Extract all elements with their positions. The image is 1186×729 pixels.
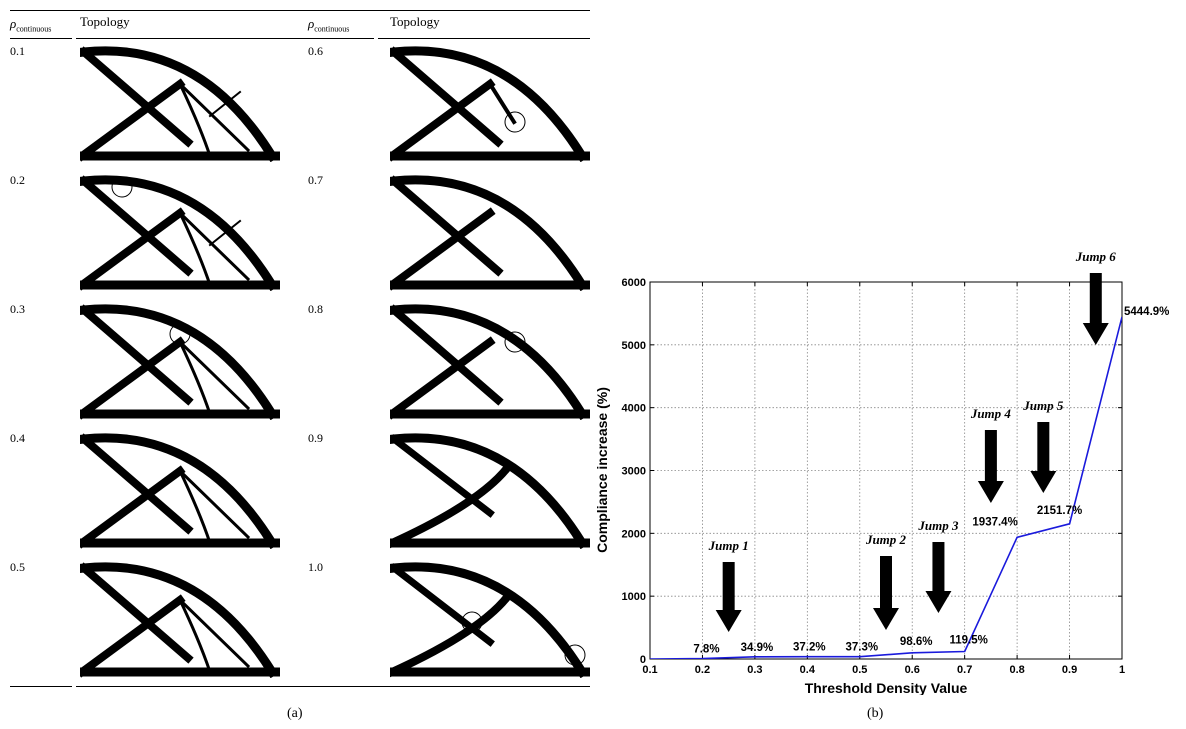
topology-cell bbox=[76, 304, 281, 421]
data-label: 1937.4% bbox=[972, 516, 1017, 528]
header-rule-right-short bbox=[298, 38, 374, 39]
topology-figure bbox=[386, 304, 591, 421]
jump-label: Jump 4 bbox=[970, 406, 1012, 421]
y-tick-label: 2000 bbox=[622, 528, 646, 540]
topology-figure bbox=[386, 175, 591, 292]
topology-cell bbox=[76, 46, 281, 163]
y-tick-label: 5000 bbox=[622, 340, 646, 352]
rho-value: 0.2 bbox=[10, 173, 25, 187]
compliance-line bbox=[650, 316, 1122, 659]
header-rule-left-short bbox=[10, 38, 72, 39]
caption-a: (a) bbox=[287, 706, 303, 721]
topology-figure bbox=[76, 562, 281, 679]
rho-value: 0.4 bbox=[10, 431, 25, 445]
data-label: 34.9% bbox=[741, 642, 774, 654]
rho-header-right: ρcontinuous bbox=[308, 16, 350, 34]
x-tick-label: 0.4 bbox=[800, 664, 816, 676]
compliance-chart: 0.1 0.2 0.3 0.4 0.5 0.6 0.7 0.8 0.9 1 0 1000 2000 300… bbox=[590, 240, 1186, 695]
x-tick-label: 0.3 bbox=[747, 664, 762, 676]
rho-value: 0.3 bbox=[10, 302, 25, 316]
table-top-rule bbox=[10, 10, 590, 11]
highlight-circle bbox=[504, 331, 526, 353]
x-tick-label: 0.6 bbox=[905, 664, 920, 676]
highlight-circle bbox=[504, 111, 526, 133]
rho-value: 1.0 bbox=[308, 560, 323, 574]
topology-figure bbox=[76, 46, 281, 163]
topology-figure bbox=[76, 175, 281, 292]
topology-cell bbox=[76, 433, 281, 550]
caption-b: (b) bbox=[867, 706, 884, 721]
down-arrow-icon bbox=[715, 562, 742, 632]
highlight-circle bbox=[461, 611, 483, 633]
topology-cell bbox=[386, 46, 591, 163]
data-label: 37.2% bbox=[793, 642, 826, 654]
y-tick-label: 1000 bbox=[622, 591, 646, 603]
bottom-rule-left-short bbox=[10, 686, 72, 687]
rho-value: 0.6 bbox=[308, 44, 323, 58]
topology-figure bbox=[76, 433, 281, 550]
down-arrow-icon bbox=[977, 430, 1004, 503]
x-tick-label: 1 bbox=[1119, 664, 1125, 676]
jump-label: Jump 3 bbox=[917, 518, 959, 533]
data-label: 98.6% bbox=[900, 636, 933, 648]
topology-figure bbox=[386, 562, 591, 679]
topology-cell bbox=[76, 175, 281, 292]
topology-cell bbox=[386, 433, 591, 550]
bottom-rule-right bbox=[298, 686, 590, 687]
jump-label: Jump 5 bbox=[1022, 398, 1064, 413]
header-rule-right bbox=[378, 38, 590, 39]
y-tick-label: 3000 bbox=[622, 466, 646, 478]
y-tick-label: 6000 bbox=[622, 277, 646, 289]
data-label: 7.8% bbox=[693, 644, 719, 656]
data-label: 2151.7% bbox=[1037, 505, 1082, 517]
topology-cell bbox=[386, 562, 591, 679]
rho-value: 0.9 bbox=[308, 431, 323, 445]
topology-header-left: Topology bbox=[80, 14, 130, 29]
x-tick-label: 0.1 bbox=[642, 664, 657, 676]
jump-label: Jump 6 bbox=[1075, 249, 1117, 264]
x-tick-label: 0.9 bbox=[1062, 664, 1077, 676]
down-arrow-icon bbox=[1030, 422, 1057, 493]
y-tick-label: 4000 bbox=[622, 403, 646, 415]
jump-label: Jump 1 bbox=[708, 538, 749, 553]
topology-cell bbox=[76, 562, 281, 679]
x-tick-label: 0.8 bbox=[1009, 664, 1024, 676]
x-tick-label: 0.5 bbox=[852, 664, 867, 676]
topology-figure bbox=[386, 46, 591, 163]
data-label: 119.5% bbox=[949, 634, 987, 646]
topology-figure bbox=[76, 304, 281, 421]
y-tick-label: 0 bbox=[640, 654, 646, 666]
x-axis-title: Threshold Density Value bbox=[805, 680, 968, 695]
rho-value: 0.1 bbox=[10, 44, 25, 58]
down-arrow-icon bbox=[873, 556, 899, 630]
topology-cell bbox=[386, 304, 591, 421]
x-tick-label: 0.7 bbox=[957, 664, 972, 676]
data-label: 37.3% bbox=[845, 642, 878, 654]
rho-value: 0.5 bbox=[10, 560, 25, 574]
series-lines bbox=[650, 316, 1122, 659]
highlight-circle bbox=[169, 323, 191, 345]
rho-value: 0.7 bbox=[308, 173, 323, 187]
topology-figure bbox=[386, 433, 591, 550]
down-arrow-icon bbox=[1082, 273, 1109, 345]
header-rule-left bbox=[76, 38, 298, 39]
down-arrow-icon bbox=[925, 542, 952, 613]
data-labels: 7.8% 34.9% 37.2% 37.3% 98.6% 119.5% 1937.4% 215… bbox=[693, 306, 1169, 656]
topology-header-right: Topology bbox=[390, 14, 440, 29]
rho-header-left: ρcontinuous bbox=[10, 16, 52, 34]
bottom-rule-left bbox=[76, 686, 298, 687]
rho-value: 0.8 bbox=[308, 302, 323, 316]
axis-ticks: 0.1 0.2 0.3 0.4 0.5 0.6 0.7 0.8 0.9 1 0 1000 2000 300… bbox=[622, 277, 1126, 676]
y-axis-title: Compliance increase (%) bbox=[594, 387, 610, 553]
chart-canvas: 0.1 0.2 0.3 0.4 0.5 0.6 0.7 0.8 0.9 1 0 1000 2000 300… bbox=[594, 249, 1169, 695]
topology-table: ρcontinuous Topology ρcontinuous Topolog… bbox=[10, 10, 591, 690]
x-tick-label: 0.2 bbox=[695, 664, 710, 676]
highlight-circle bbox=[111, 176, 133, 198]
jump-annotations: Jump 1 Jump 2 Jump 3 Jump 4 Jump 5 Jump 6 bbox=[708, 249, 1117, 632]
data-label: 5444.9% bbox=[1124, 306, 1169, 318]
highlight-circle bbox=[564, 644, 586, 666]
jump-label: Jump 2 bbox=[865, 532, 907, 547]
topology-cell bbox=[386, 175, 591, 292]
